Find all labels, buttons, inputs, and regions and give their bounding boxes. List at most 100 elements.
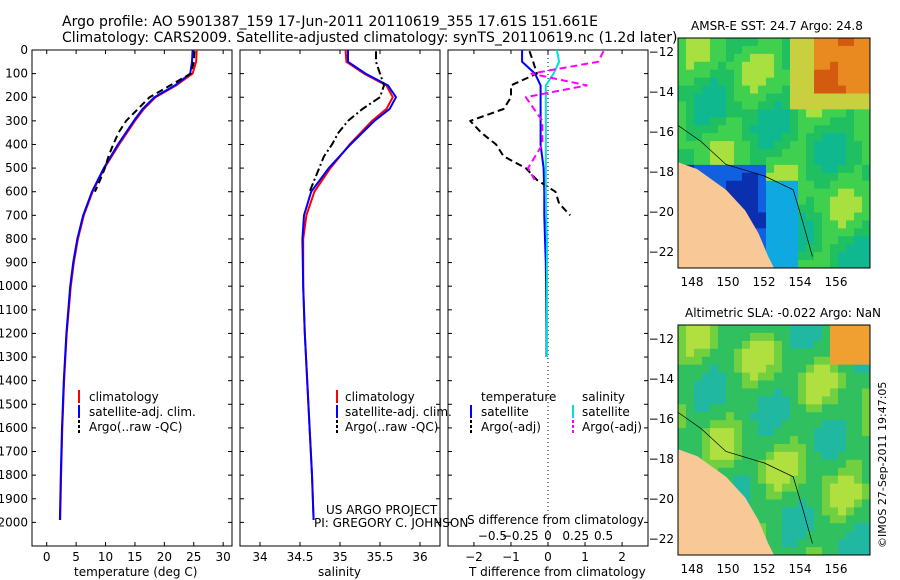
s-tick-label: −0.25 xyxy=(502,529,539,543)
map-cell xyxy=(750,141,759,150)
map-cell xyxy=(838,156,847,166)
map-cell xyxy=(862,85,871,95)
map-cell xyxy=(830,260,839,269)
map-cell xyxy=(774,412,783,421)
map-cell xyxy=(862,53,871,63)
map-cell xyxy=(806,396,815,405)
map-cell xyxy=(702,325,711,334)
map-cell xyxy=(702,117,711,126)
map-cell xyxy=(774,499,783,508)
map-cell xyxy=(862,491,871,500)
map-cell xyxy=(846,531,855,540)
map-cell xyxy=(750,380,759,389)
map-cell xyxy=(742,459,751,469)
map-cell xyxy=(750,164,759,174)
map-cell xyxy=(694,61,703,71)
map-cell xyxy=(782,101,791,110)
map-cell xyxy=(718,101,727,110)
map-cell xyxy=(822,380,831,389)
map-cell xyxy=(726,356,735,366)
map-cell xyxy=(846,69,855,79)
map-cell xyxy=(758,396,767,405)
map-cell xyxy=(758,180,767,190)
map-cell xyxy=(822,220,831,229)
map-cell xyxy=(750,396,759,405)
map-cell xyxy=(830,515,839,524)
map-cell xyxy=(798,499,807,508)
map-cell xyxy=(830,396,839,405)
map-cell xyxy=(814,133,823,142)
map-cell xyxy=(766,109,775,118)
map-cell xyxy=(782,53,791,63)
map-cell xyxy=(742,451,751,461)
map-cell xyxy=(742,491,751,500)
x-tick-label: 20 xyxy=(157,550,172,564)
difference-xlabel-top: S difference from climatology xyxy=(467,513,644,527)
map-cell xyxy=(846,125,855,134)
map-cell xyxy=(862,443,871,453)
map-cell xyxy=(806,252,815,261)
map-cell xyxy=(766,93,775,102)
map-cell xyxy=(814,420,823,429)
map-cell xyxy=(750,491,759,500)
map-cell xyxy=(838,340,847,350)
map-cell xyxy=(782,228,791,237)
map-cell xyxy=(838,531,847,540)
map-cell xyxy=(726,45,735,55)
map-cell xyxy=(830,117,839,126)
map-cell xyxy=(782,133,791,142)
map-cell xyxy=(806,523,815,532)
map-cell xyxy=(774,156,783,166)
map-cell xyxy=(838,244,847,253)
map-cell xyxy=(790,507,799,516)
map-cell xyxy=(726,125,735,134)
map-cell xyxy=(814,77,823,87)
map-cell xyxy=(774,212,783,221)
map-cell xyxy=(798,156,807,166)
map-cell xyxy=(774,475,783,485)
map-cell xyxy=(734,141,743,150)
map-cell xyxy=(790,204,799,213)
map-cell xyxy=(678,412,687,421)
map-cell xyxy=(798,348,807,358)
map-cell xyxy=(750,412,759,421)
map-cell xyxy=(766,172,775,182)
map-cell xyxy=(742,436,751,445)
map-cell xyxy=(782,531,791,540)
map-cell xyxy=(734,61,743,71)
map-cell xyxy=(782,547,791,556)
map-cell xyxy=(702,340,711,350)
map-cell xyxy=(686,77,695,87)
map-cell xyxy=(774,459,783,469)
map-cell xyxy=(798,380,807,389)
map-cell xyxy=(838,125,847,134)
map-cell xyxy=(790,340,799,350)
map-cell xyxy=(694,53,703,63)
map-cell xyxy=(790,372,799,382)
map-cell xyxy=(830,428,839,437)
x-tick-label: 0 xyxy=(544,550,552,564)
map-cell xyxy=(814,459,823,469)
map-cell xyxy=(846,252,855,261)
map-cell xyxy=(758,467,767,477)
map-cell xyxy=(694,340,703,350)
map-cell xyxy=(782,188,791,198)
map-cell xyxy=(694,85,703,95)
map-cell xyxy=(822,69,831,79)
map-cell xyxy=(726,340,735,350)
map-cell xyxy=(750,325,759,334)
map-cell xyxy=(726,332,735,342)
map-cell xyxy=(798,141,807,150)
map-cell xyxy=(782,61,791,71)
map-cell xyxy=(806,515,815,524)
map-cell xyxy=(822,244,831,253)
map-cell xyxy=(806,372,815,382)
map-cell xyxy=(862,149,871,158)
figure-title-line1: Argo profile: AO 5901387_159 17-Jun-2011… xyxy=(62,14,598,30)
map-cell xyxy=(782,93,791,102)
map-cell xyxy=(758,404,767,413)
map-cell xyxy=(774,77,783,87)
map-cell xyxy=(710,428,719,437)
map-cell xyxy=(766,348,775,358)
map-cell xyxy=(718,77,727,87)
